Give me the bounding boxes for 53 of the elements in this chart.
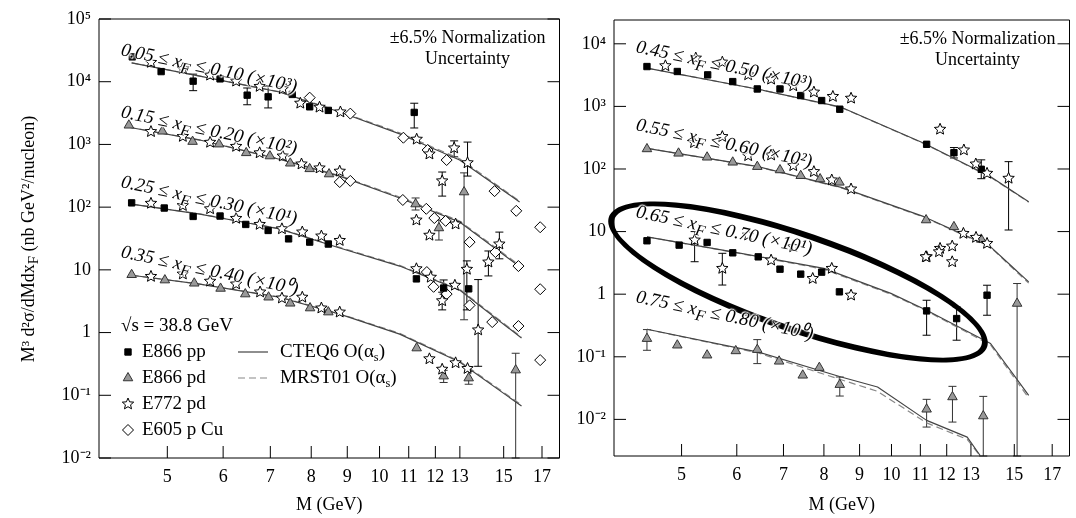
- x-tick-label: 5: [162, 465, 172, 486]
- annotation: 0.65 ≤ x$_{F}$ ≤ 0.70 (×10¹): [633, 200, 815, 261]
- x-tick-label: 9: [855, 463, 865, 484]
- annotation: 0.35 ≤ x$_{F}$ ≤ 0.40 (×10⁰): [118, 240, 301, 301]
- y-tick-label: 10: [588, 220, 606, 241]
- x-tick-label: 11: [911, 463, 930, 484]
- x-tick-label: 13: [961, 463, 980, 484]
- x-axis-title: M (GeV): [296, 493, 363, 515]
- x-tick-label: 7: [778, 463, 788, 484]
- y-tick-label: 10³: [582, 95, 607, 116]
- x-tick-label: 17: [1043, 463, 1062, 484]
- legend-title: √s = 38.8 GeV: [121, 313, 234, 335]
- y-tick-label: 10⁻¹: [61, 384, 91, 405]
- y-tick-label: 10⁻¹: [576, 345, 606, 366]
- x-tick-label: 12: [426, 465, 445, 486]
- legend-label: E866 pd: [142, 365, 207, 387]
- y-tick-label: 10⁻²: [61, 446, 91, 467]
- legend-label: E866 pp: [142, 339, 206, 361]
- annotation: 0.45 ≤ x$_{F}$ ≤ 0.50 (×10³): [633, 35, 815, 96]
- y-tick-label: 1: [82, 321, 91, 342]
- y-tick-label: 10²: [67, 195, 91, 216]
- x-tick-label: 13: [450, 465, 469, 486]
- y-tick-label: 10²: [582, 157, 606, 178]
- annotation: 0.15 ≤ x$_{F}$ ≤ 0.20 (×10²): [118, 100, 300, 161]
- annotation: 0.25 ≤ x$_{F}$ ≤ 0.30 (×10¹): [118, 170, 300, 231]
- x-tick-label: 7: [265, 465, 275, 486]
- x-tick-label: 8: [819, 463, 829, 484]
- legend-label: E605 p Cu: [142, 417, 224, 439]
- x-tick-label: 11: [400, 465, 418, 486]
- x-tick-label: 6: [732, 463, 742, 484]
- x-axis-title: M (GeV): [808, 493, 875, 515]
- y-tick-label: 10⁴: [66, 70, 91, 91]
- y-tick-label: 10: [73, 258, 91, 279]
- annotation: 0.55 ≤ x$_{F}$ ≤ 0.60 (×10²): [633, 113, 815, 174]
- annotation: ±6.5% Normalization Uncertainty: [899, 28, 1056, 70]
- annotation: ±6.5% Normalization Uncertainty: [389, 27, 546, 69]
- y-tick-label: 10⁻²: [576, 408, 606, 429]
- y-tick-label: 10⁴: [581, 32, 606, 53]
- y-tick-label: 10³: [67, 133, 92, 154]
- y-tick-label: 10⁵: [66, 7, 91, 28]
- legend-label: E772 pd: [142, 391, 207, 413]
- x-tick-label: 12: [937, 463, 956, 484]
- x-tick-label: 10: [882, 463, 901, 484]
- x-tick-label: 10: [370, 465, 389, 486]
- x-tick-label: 15: [1005, 463, 1024, 484]
- x-tick-label: 17: [533, 465, 551, 486]
- annotation: 0.05 ≤ x$_{F}$ ≤ 0.10 (×10³): [118, 38, 300, 99]
- x-tick-label: 9: [342, 465, 352, 486]
- x-tick-label: 6: [218, 465, 228, 486]
- x-tick-label: 5: [677, 463, 687, 484]
- x-tick-label: 8: [306, 465, 316, 486]
- x-tick-label: 15: [494, 465, 513, 486]
- y-tick-label: 1: [597, 282, 606, 303]
